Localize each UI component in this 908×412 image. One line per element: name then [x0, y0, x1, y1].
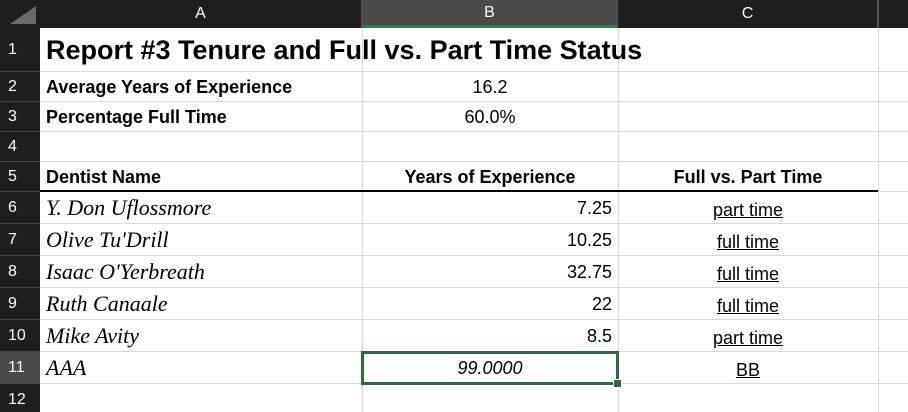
status-link[interactable]: part time — [712, 199, 784, 220]
report-title: Report #3 Tenure and Full vs. Part Time … — [46, 34, 643, 65]
row-number[interactable]: 1 — [8, 41, 17, 58]
row-divider — [0, 255, 40, 256]
grid-line — [40, 161, 908, 162]
grid-line — [40, 223, 908, 224]
row-divider — [0, 101, 40, 102]
summary-value: 16.2 — [472, 76, 508, 97]
years-value[interactable]: 8.5 — [586, 325, 612, 346]
row-number[interactable]: 6 — [8, 199, 17, 216]
row-number[interactable]: 11 — [0, 352, 40, 384]
dentist-name: Y. Don Uflossmore — [46, 195, 212, 220]
status-link[interactable]: BB — [735, 359, 760, 380]
dentist-name: Olive Tu'Drill — [46, 227, 169, 252]
years-value[interactable]: 10.25 — [566, 229, 612, 250]
years-value[interactable]: 7.25 — [576, 197, 612, 218]
row-number[interactable]: 12 — [8, 391, 26, 408]
grid-line — [40, 255, 908, 256]
column-header[interactable]: A — [40, 0, 362, 28]
selection-border — [361, 351, 619, 385]
table-header: Dentist Name — [46, 166, 162, 187]
summary-value: 60.0% — [464, 106, 516, 127]
grid-line — [618, 28, 619, 412]
years-value[interactable]: 32.75 — [566, 261, 612, 282]
grid-line — [40, 287, 908, 288]
summary-label: Percentage Full Time — [46, 106, 227, 127]
row-number[interactable]: 8 — [8, 263, 17, 280]
row-divider — [0, 223, 40, 224]
grid-line — [40, 71, 908, 72]
years-value[interactable]: 99.0000 — [457, 357, 523, 378]
table-header: Full vs. Part Time — [673, 166, 823, 187]
fill-handle — [613, 379, 622, 388]
row-divider — [0, 71, 40, 72]
grid-line — [40, 101, 908, 102]
column-header — [878, 0, 908, 28]
row-divider — [0, 319, 40, 320]
row-number[interactable]: 10 — [8, 327, 26, 344]
status-link[interactable]: full time — [716, 231, 779, 252]
years-value[interactable]: 22 — [591, 293, 612, 314]
row-number[interactable]: 3 — [8, 108, 17, 125]
row-number[interactable]: 4 — [8, 138, 17, 155]
row-divider — [0, 351, 40, 352]
status-link[interactable]: full time — [716, 295, 779, 316]
row-divider — [0, 131, 40, 132]
row-divider — [0, 161, 40, 162]
header-border — [40, 190, 878, 192]
column-header[interactable]: B — [362, 0, 618, 28]
grid-line — [40, 319, 908, 320]
row-divider — [0, 287, 40, 288]
table-header: Years of Experience — [404, 166, 576, 187]
status-link[interactable]: part time — [712, 327, 784, 348]
row-divider — [0, 191, 40, 192]
row-number[interactable]: 5 — [8, 168, 17, 185]
column-header[interactable]: C — [618, 0, 878, 28]
dentist-name: Isaac O'Yerbreath — [46, 259, 205, 284]
corner-triangle — [10, 6, 36, 24]
grid-line — [40, 131, 908, 132]
dentist-name: Mike Avity — [46, 323, 140, 348]
row-header-bar — [0, 28, 40, 412]
row-number[interactable]: 7 — [8, 231, 17, 248]
summary-label: Average Years of Experience — [46, 76, 293, 97]
dentist-name: Ruth Canaale — [46, 291, 168, 316]
status-link[interactable]: full time — [716, 263, 779, 284]
dentist-name: AAA — [46, 355, 87, 380]
row-number[interactable]: 9 — [8, 295, 17, 312]
grid-line — [878, 28, 879, 412]
grid-line — [362, 28, 363, 412]
row-number[interactable]: 2 — [8, 78, 17, 95]
